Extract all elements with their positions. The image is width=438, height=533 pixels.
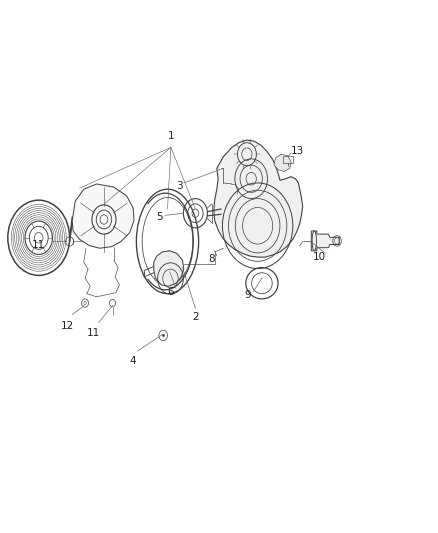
Polygon shape — [274, 154, 291, 172]
Polygon shape — [214, 140, 303, 257]
Text: 13: 13 — [291, 146, 304, 156]
Text: 9: 9 — [244, 290, 251, 300]
Polygon shape — [311, 231, 339, 251]
Text: 1: 1 — [168, 131, 174, 141]
Text: 11: 11 — [32, 239, 45, 249]
Text: 3: 3 — [176, 181, 183, 190]
Polygon shape — [72, 184, 134, 248]
Text: 8: 8 — [208, 254, 215, 264]
Text: 10: 10 — [312, 252, 325, 262]
Text: 12: 12 — [61, 321, 74, 332]
Text: 2: 2 — [192, 312, 199, 322]
Text: 11: 11 — [87, 328, 100, 338]
Text: 6: 6 — [167, 287, 174, 296]
Polygon shape — [154, 251, 184, 286]
Text: 5: 5 — [156, 212, 162, 222]
Text: 4: 4 — [130, 357, 137, 366]
